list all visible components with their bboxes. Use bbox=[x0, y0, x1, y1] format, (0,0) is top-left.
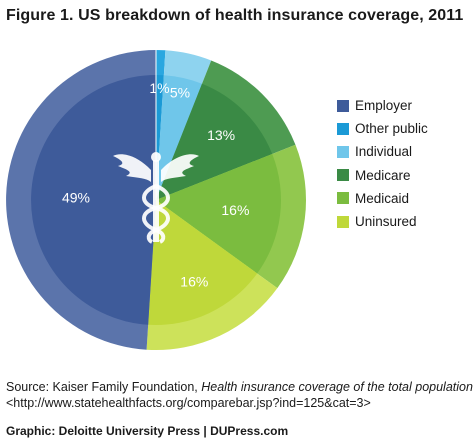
legend-item-uninsured: Uninsured bbox=[337, 210, 428, 233]
pie-slice-employer bbox=[31, 75, 156, 325]
source-note: Source: Kaiser Family Foundation, Health… bbox=[6, 379, 473, 411]
data-label-uninsured: 16% bbox=[180, 273, 208, 289]
legend-swatch bbox=[337, 192, 349, 205]
data-label-medicare: 13% bbox=[207, 127, 235, 143]
legend-label: Employer bbox=[355, 98, 413, 114]
legend-item-medicaid: Medicaid bbox=[337, 187, 428, 210]
data-label-employer: 49% bbox=[62, 190, 90, 206]
caduceus-icon bbox=[113, 152, 199, 244]
legend-swatch bbox=[337, 99, 349, 112]
legend-item-other-public: Other public bbox=[337, 117, 428, 140]
source-prefix: Source: Kaiser Family Foundation, bbox=[6, 380, 202, 394]
legend-label: Medicare bbox=[355, 167, 411, 183]
pie-slice-medicare bbox=[156, 83, 273, 200]
source-url: <http://www.statehealthfacts.org/compare… bbox=[6, 396, 371, 410]
legend-item-individual: Individual bbox=[337, 140, 428, 163]
pie-slices bbox=[6, 50, 307, 350]
pie-slice-medicaid bbox=[156, 153, 281, 274]
legend-item-employer: Employer bbox=[337, 94, 428, 117]
pie-data-labels: 1% 5% 13% 16% 16% 49% bbox=[62, 80, 249, 289]
figure-title: Figure 1. US breakdown of health insuran… bbox=[6, 7, 464, 24]
pie-slice-uninsured bbox=[148, 200, 258, 325]
legend-swatch bbox=[337, 145, 349, 158]
legend-swatch bbox=[337, 122, 349, 135]
source-title: Health insurance coverage of the total p… bbox=[201, 380, 473, 394]
legend-swatch bbox=[337, 169, 349, 182]
legend-label: Other public bbox=[355, 121, 428, 137]
graphic-credit: Graphic: Deloitte University Press | DUP… bbox=[6, 424, 289, 438]
legend-item-medicare: Medicare bbox=[337, 164, 428, 187]
chart-legend: Employer Other public Individual Medicar… bbox=[337, 94, 428, 233]
source-line: Source: Kaiser Family Foundation, Health… bbox=[6, 379, 473, 395]
legend-label: Individual bbox=[355, 144, 413, 160]
legend-swatch bbox=[337, 215, 349, 228]
legend-label: Uninsured bbox=[355, 214, 417, 230]
data-label-individual: 5% bbox=[170, 85, 190, 101]
legend-label: Medicaid bbox=[355, 190, 410, 206]
data-label-medicaid: 16% bbox=[221, 202, 249, 218]
data-label-other-public: 1% bbox=[149, 80, 169, 96]
